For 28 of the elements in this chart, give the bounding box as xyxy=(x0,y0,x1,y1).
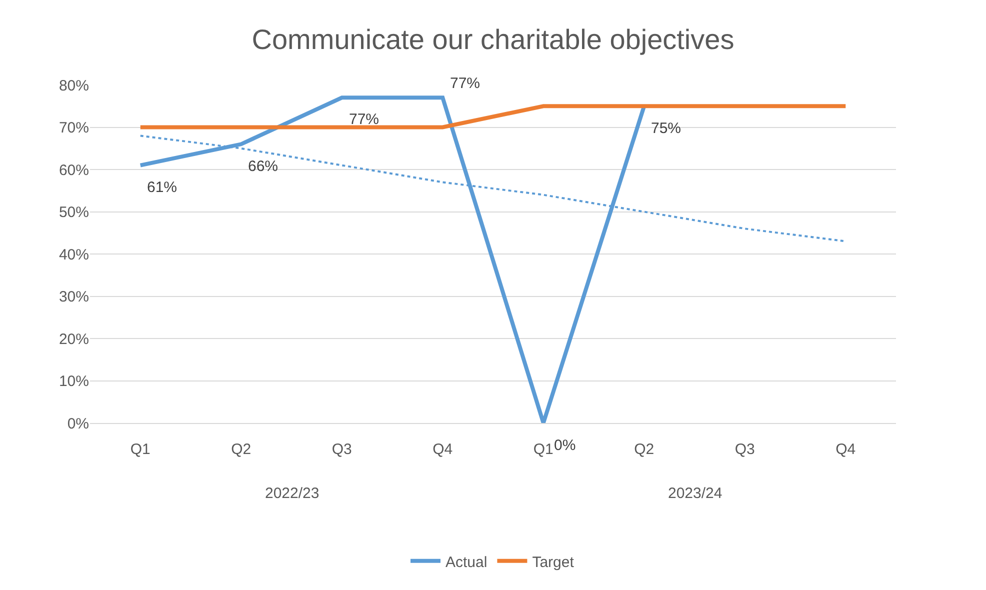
x-tick-label: Q4 xyxy=(836,441,856,458)
text: 2022/23 xyxy=(265,485,320,502)
y-tick-label: 40% xyxy=(58,246,89,264)
y-tick-label: 10% xyxy=(58,373,89,390)
y-tick-label: 50% xyxy=(58,204,89,221)
legend-label: Actual xyxy=(446,554,488,571)
chart-title: Communicate our charitable objectives xyxy=(252,24,734,56)
data-label: 61% xyxy=(147,179,178,196)
data-label: 77% xyxy=(349,111,380,128)
x-tick-label: Q1 xyxy=(533,441,554,458)
y-tick-label: 80% xyxy=(58,77,89,94)
data-label: 66% xyxy=(248,158,278,175)
y-tick-label: 70% xyxy=(58,120,89,136)
y-tick-label: 20% xyxy=(58,330,89,348)
text: 2023/24 xyxy=(668,485,722,502)
x-tick-label: Q3 xyxy=(332,441,352,458)
data-label: 75% xyxy=(651,120,682,137)
data-label: 0% xyxy=(554,437,576,454)
data-label: 77% xyxy=(450,75,480,92)
y-tick-label: 30% xyxy=(58,288,89,306)
y-tick-label: 0% xyxy=(67,415,89,432)
x-tick-label: Q4 xyxy=(432,441,453,458)
x-tick-label: Q1 xyxy=(130,441,150,458)
x-tick-label: Q2 xyxy=(634,441,654,458)
y-tick-label: 60% xyxy=(58,162,89,179)
x-tick-label: Q2 xyxy=(231,441,252,458)
x-tick-label: Q3 xyxy=(734,441,755,458)
legend-label: Target xyxy=(532,554,575,571)
